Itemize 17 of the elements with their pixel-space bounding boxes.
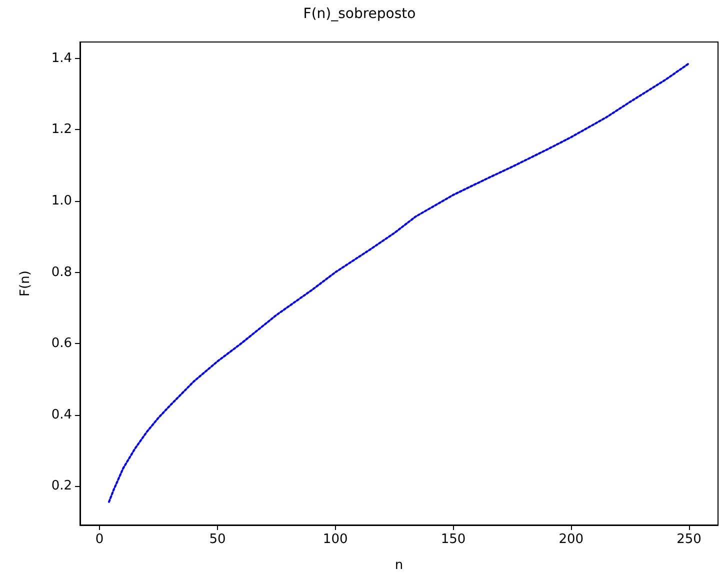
x-tick-label: 150 (440, 532, 466, 547)
y-tick-label: 0.2 (51, 478, 72, 494)
y-tick-label: 1.2 (51, 122, 72, 138)
x-tick-label: 200 (558, 532, 584, 547)
y-tick-label: 1.0 (51, 193, 72, 208)
x-tick-label: 50 (209, 532, 226, 547)
x-axis-title: n (394, 558, 404, 573)
y-tick-label: 0.4 (51, 407, 72, 422)
y-axis-title: F(n) (18, 270, 33, 296)
x-tick-label: 0 (95, 532, 104, 547)
chart-title: F(n)_sobreposto (303, 6, 416, 22)
y-tick-label: 0.8 (51, 264, 72, 280)
y-tick-label: 1.4 (51, 50, 72, 66)
x-tick-label: 100 (322, 532, 348, 547)
x-tick-label: 250 (676, 532, 702, 547)
line-series (108, 62, 690, 503)
y-tick-label: 0.6 (51, 336, 72, 352)
